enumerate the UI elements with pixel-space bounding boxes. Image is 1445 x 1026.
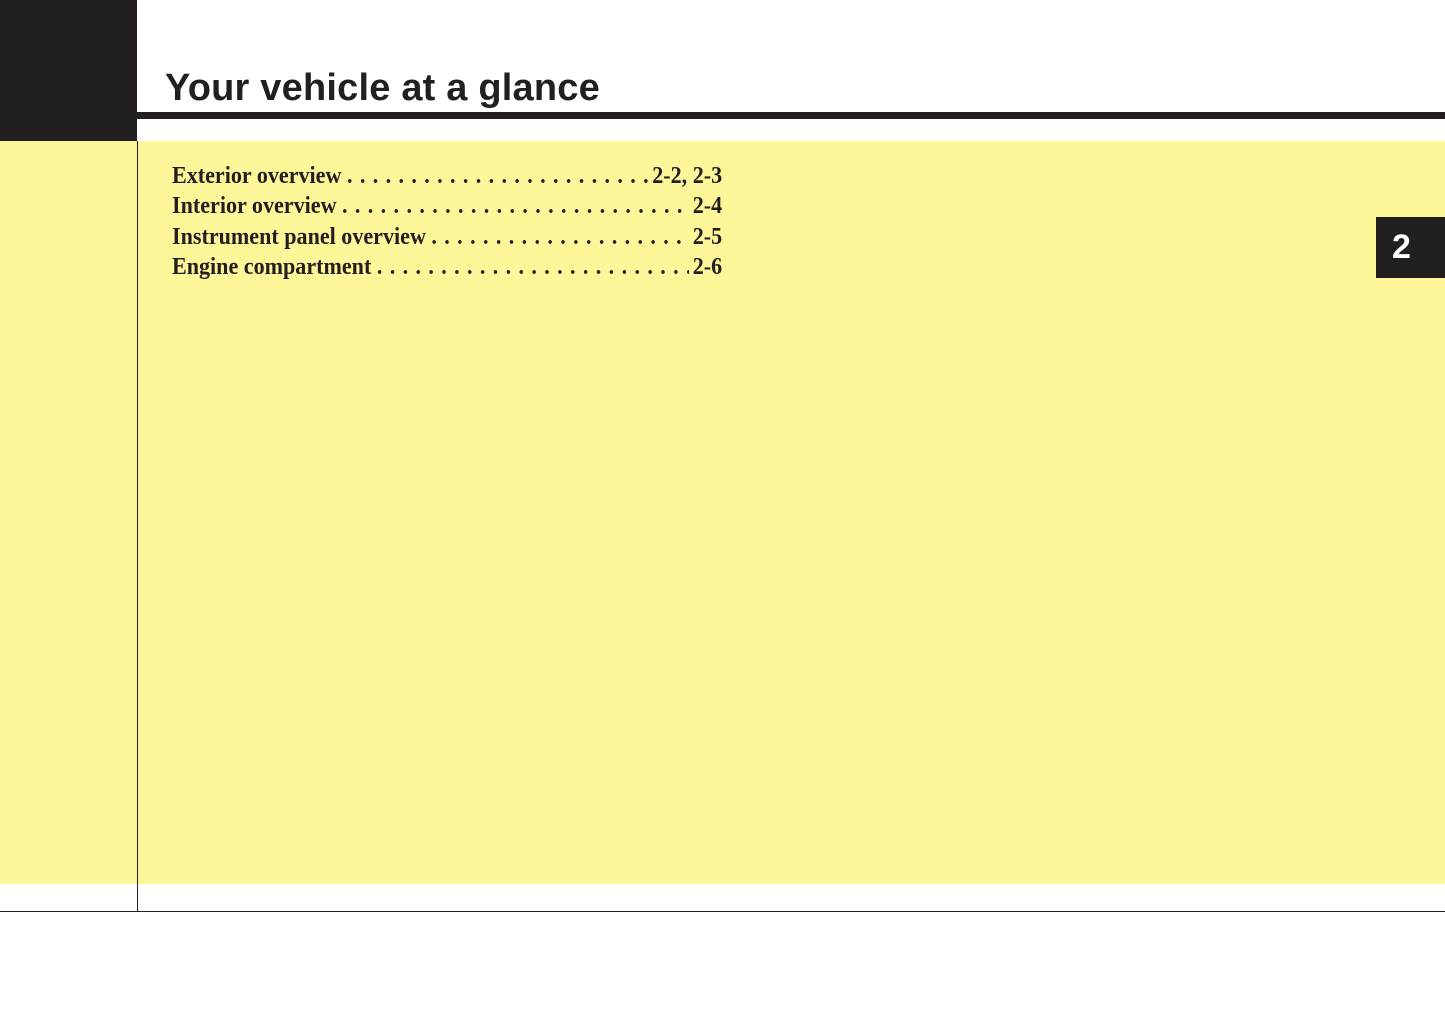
toc-entry-page: 2-5 xyxy=(692,223,723,250)
chapter-tab[interactable]: 2 xyxy=(1376,217,1445,278)
toc-entry-label: Exterior overview xyxy=(172,163,342,189)
page-title: Your vehicle at a glance xyxy=(165,67,600,109)
margin-divider xyxy=(137,141,138,912)
footer-divider xyxy=(0,911,1445,912)
toc-entry-page: 2-6 xyxy=(692,253,723,280)
dot-leader xyxy=(431,224,689,251)
table-of-contents: Exterior overview 2-2, 2-3 Interior over… xyxy=(172,163,722,284)
title-rule xyxy=(137,112,1445,119)
toc-entry-label: Instrument panel overview xyxy=(172,223,426,250)
corner-block xyxy=(0,0,137,141)
toc-entry-label: Interior overview xyxy=(172,193,337,220)
toc-entry[interactable]: Engine compartment 2-6 xyxy=(172,254,722,284)
toc-entry-page: 2-2, 2-3 xyxy=(652,163,723,189)
toc-entry-label: Engine compartment xyxy=(172,253,372,280)
content-panel xyxy=(0,141,1445,884)
dot-leader xyxy=(347,163,649,190)
toc-entry-page: 2-4 xyxy=(692,193,723,220)
dot-leader xyxy=(342,193,689,220)
toc-entry[interactable]: Interior overview 2-4 xyxy=(172,193,722,223)
toc-entry[interactable]: Instrument panel overview 2-5 xyxy=(172,224,722,254)
toc-entry[interactable]: Exterior overview 2-2, 2-3 xyxy=(172,163,722,193)
dot-leader xyxy=(377,254,689,281)
